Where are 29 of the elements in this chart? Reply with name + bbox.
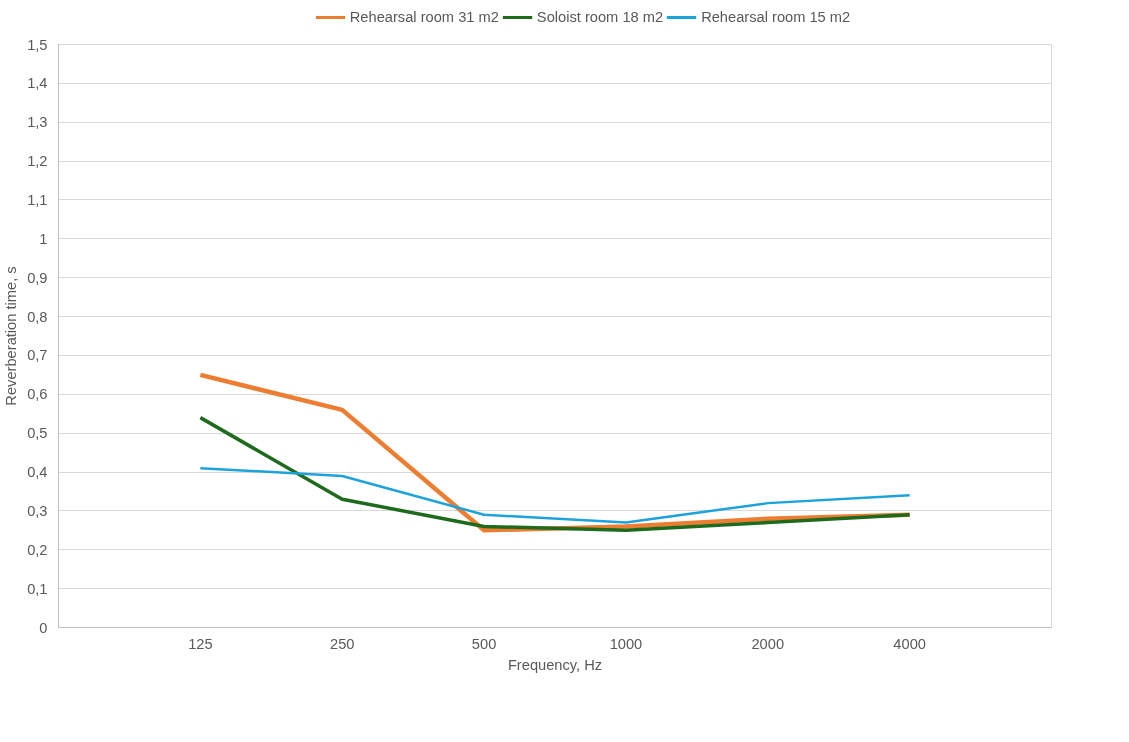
y-tick-label: 0,3 <box>27 502 48 519</box>
legend-label: Soloist room 18 m2 <box>536 9 664 25</box>
y-tick-label: 0,4 <box>27 464 48 481</box>
y-tick-label: 0,1 <box>27 580 48 597</box>
line-series <box>198 415 912 533</box>
x-axis-title: Frequency, Hz <box>507 656 603 673</box>
y-tick-label: 0,2 <box>27 541 48 558</box>
y-tick-label: 0,8 <box>27 308 48 325</box>
legend-label: Rehearsal room 15 m2 <box>701 9 851 25</box>
y-tick-label: 1,3 <box>27 114 48 131</box>
y-axis-title: Reverberation time, s <box>3 266 20 406</box>
y-tick-label: 1,4 <box>27 75 48 92</box>
y-tick-label: 1,2 <box>27 153 48 170</box>
legend-label: Rehearsal room 31 m2 <box>349 9 499 25</box>
x-tick-label: 1000 <box>609 635 643 652</box>
y-tick-label: 0,9 <box>27 269 48 286</box>
x-tick-label: 250 <box>329 635 355 652</box>
y-tick-label: 1 <box>39 230 48 247</box>
y-tick-label: 1,5 <box>27 36 48 53</box>
x-tick-label: 500 <box>471 635 497 652</box>
y-tick-label: 1,1 <box>27 191 48 208</box>
x-tick-label: 125 <box>188 635 213 652</box>
y-tick-label: 0,5 <box>27 425 48 442</box>
x-tick-label: 4000 <box>893 635 926 652</box>
x-tick-label: 2000 <box>751 635 785 652</box>
line-series <box>199 466 911 524</box>
y-tick-label: 0 <box>39 619 48 636</box>
y-tick-label: 0,7 <box>27 347 48 364</box>
y-tick-label: 0,6 <box>27 386 48 403</box>
